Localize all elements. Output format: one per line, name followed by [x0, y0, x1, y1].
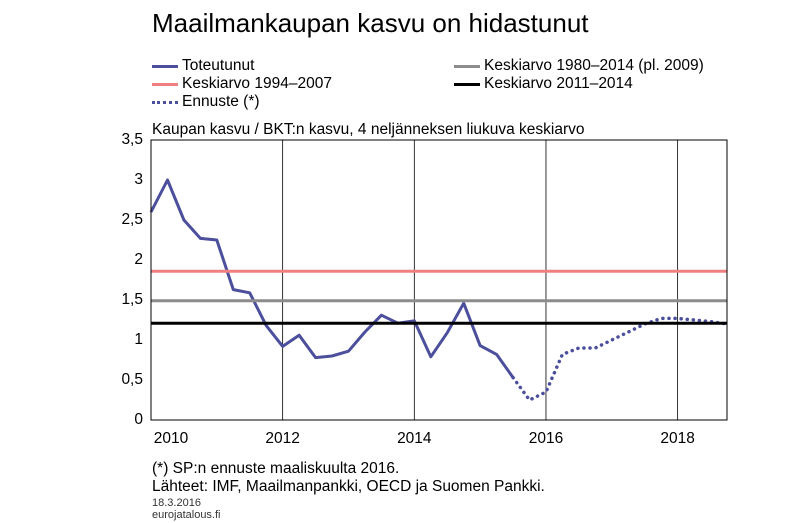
publication-date: 18.3.2016: [152, 497, 201, 509]
legend-swatch-keskiarvo-1980-2014: [454, 65, 480, 68]
legend-label: Ennuste (*): [182, 93, 260, 110]
y-tick-label: 2,5: [121, 211, 143, 228]
sources-note: Lähteet: IMF, Maailmanpankki, OECD ja Su…: [152, 478, 545, 495]
chart-subtitle: Kaupan kasvu / BKT:n kasvu, 4 neljänneks…: [152, 121, 585, 138]
chart-title: Maailmankaupan kasvu on hidastunut: [152, 8, 589, 38]
x-tick-label: 2010: [153, 430, 189, 447]
site-name: eurojatalous.fi: [152, 509, 221, 521]
forecast-footnote: (*) SP:n ennuste maaliskuulta 2016.: [152, 460, 400, 477]
legend-swatch-toteutunut: [152, 65, 178, 68]
y-tick-label: 1: [134, 331, 143, 348]
legend-label: Keskiarvo 1994–2007: [182, 75, 332, 92]
y-tick-label: 2: [134, 251, 143, 268]
legend-swatch-ennuste: [152, 101, 178, 104]
series-line-toteutunut: [149, 178, 515, 379]
y-tick-label: 0,5: [121, 371, 143, 388]
y-tick-label: 1,5: [121, 291, 143, 308]
x-tick-label: 2014: [397, 430, 432, 447]
x-tick-label: 2018: [660, 430, 695, 447]
series-line-ennuste: [511, 316, 729, 402]
x-tick-label: 2012: [265, 430, 300, 447]
y-tick-label: 3,5: [121, 131, 143, 148]
legend-label: Keskiarvo 2011–2014: [484, 75, 633, 92]
legend-swatch-keskiarvo-2011-2014: [454, 83, 480, 86]
y-tick-label: 0: [134, 411, 143, 428]
legend-label: Keskiarvo 1980–2014 (pl. 2009): [484, 57, 704, 74]
plot-border: [150, 139, 728, 421]
legend-label: Toteutunut: [182, 57, 255, 74]
x-tick-label: 2016: [528, 430, 564, 447]
y-tick-label: 3: [134, 171, 143, 188]
legend-swatch-keskiarvo-1994-2007: [152, 83, 178, 86]
